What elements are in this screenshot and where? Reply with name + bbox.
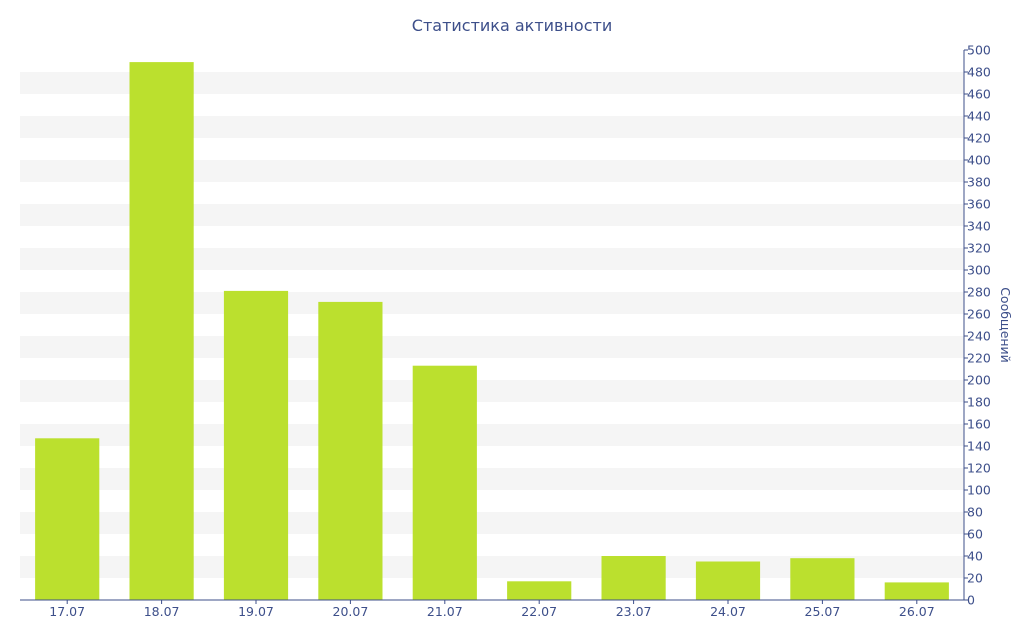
y-tick-label: 340 bbox=[967, 219, 991, 234]
y-tick-label: 380 bbox=[967, 175, 991, 190]
chart-title: Статистика активности bbox=[412, 16, 612, 35]
x-tick-label: 17.07 bbox=[49, 604, 85, 619]
x-axis-ticks: 17.07 18.07 19.07 20.07 21.07 22.07 23.07 24.07… bbox=[49, 600, 935, 619]
bar-24.07 bbox=[695, 561, 761, 600]
y-tick-label: 400 bbox=[967, 153, 991, 168]
bar-17.07 bbox=[35, 438, 100, 600]
grid-band bbox=[20, 72, 964, 94]
y-tick-label: 100 bbox=[967, 483, 991, 498]
bar-23.07 bbox=[601, 556, 666, 600]
y-tick-label: 60 bbox=[967, 527, 983, 542]
y-tick-label: 120 bbox=[967, 461, 991, 476]
x-tick-label: 24.07 bbox=[710, 604, 746, 619]
x-tick-label: 22.07 bbox=[521, 604, 557, 619]
bar-18.07 bbox=[129, 62, 194, 601]
y-tick-label: 260 bbox=[967, 307, 991, 322]
y-tick-label: 40 bbox=[967, 549, 983, 564]
y-tick-label: 0 bbox=[967, 593, 975, 608]
y-tick-label: 500 bbox=[967, 43, 991, 58]
y-tick-label: 360 bbox=[967, 197, 991, 212]
y-tick-label: 220 bbox=[967, 351, 991, 366]
x-tick-label: 21.07 bbox=[427, 604, 463, 619]
y-tick-label: 480 bbox=[967, 65, 991, 80]
grid-band bbox=[20, 160, 964, 182]
x-tick-label: 25.07 bbox=[805, 604, 841, 619]
y-axis-ticks: 0 20 40 60 80 100 120 140 160 180 200 220 240 260 280 3… bbox=[964, 43, 991, 608]
grid-band bbox=[20, 248, 964, 270]
bar-21.07 bbox=[412, 365, 477, 600]
bar-26.07 bbox=[884, 582, 949, 600]
y-tick-label: 240 bbox=[967, 329, 991, 344]
y-tick-label: 460 bbox=[967, 87, 991, 102]
y-tick-label: 140 bbox=[967, 439, 991, 454]
bars bbox=[35, 62, 949, 601]
y-tick-label: 200 bbox=[967, 373, 991, 388]
y-axis-label: Сообщений bbox=[998, 287, 1013, 363]
y-tick-label: 80 bbox=[967, 505, 983, 520]
y-tick-label: 280 bbox=[967, 285, 991, 300]
bar-25.07 bbox=[790, 558, 855, 600]
x-tick-label: 18.07 bbox=[144, 604, 180, 619]
grid-band bbox=[20, 116, 964, 138]
x-tick-label: 23.07 bbox=[616, 604, 652, 619]
x-tick-label: 20.07 bbox=[333, 604, 369, 619]
y-tick-label: 20 bbox=[967, 571, 983, 586]
y-tick-label: 320 bbox=[967, 241, 991, 256]
bar-22.07 bbox=[507, 581, 572, 600]
y-tick-label: 440 bbox=[967, 109, 991, 124]
y-tick-label: 180 bbox=[967, 395, 991, 410]
grid-band bbox=[20, 204, 964, 226]
bar-20.07 bbox=[318, 301, 383, 600]
y-tick-label: 300 bbox=[967, 263, 991, 278]
bar-19.07 bbox=[223, 290, 289, 600]
y-tick-label: 160 bbox=[967, 417, 991, 432]
x-tick-label: 19.07 bbox=[238, 604, 274, 619]
y-tick-label: 420 bbox=[967, 131, 991, 146]
x-tick-label: 26.07 bbox=[899, 604, 935, 619]
